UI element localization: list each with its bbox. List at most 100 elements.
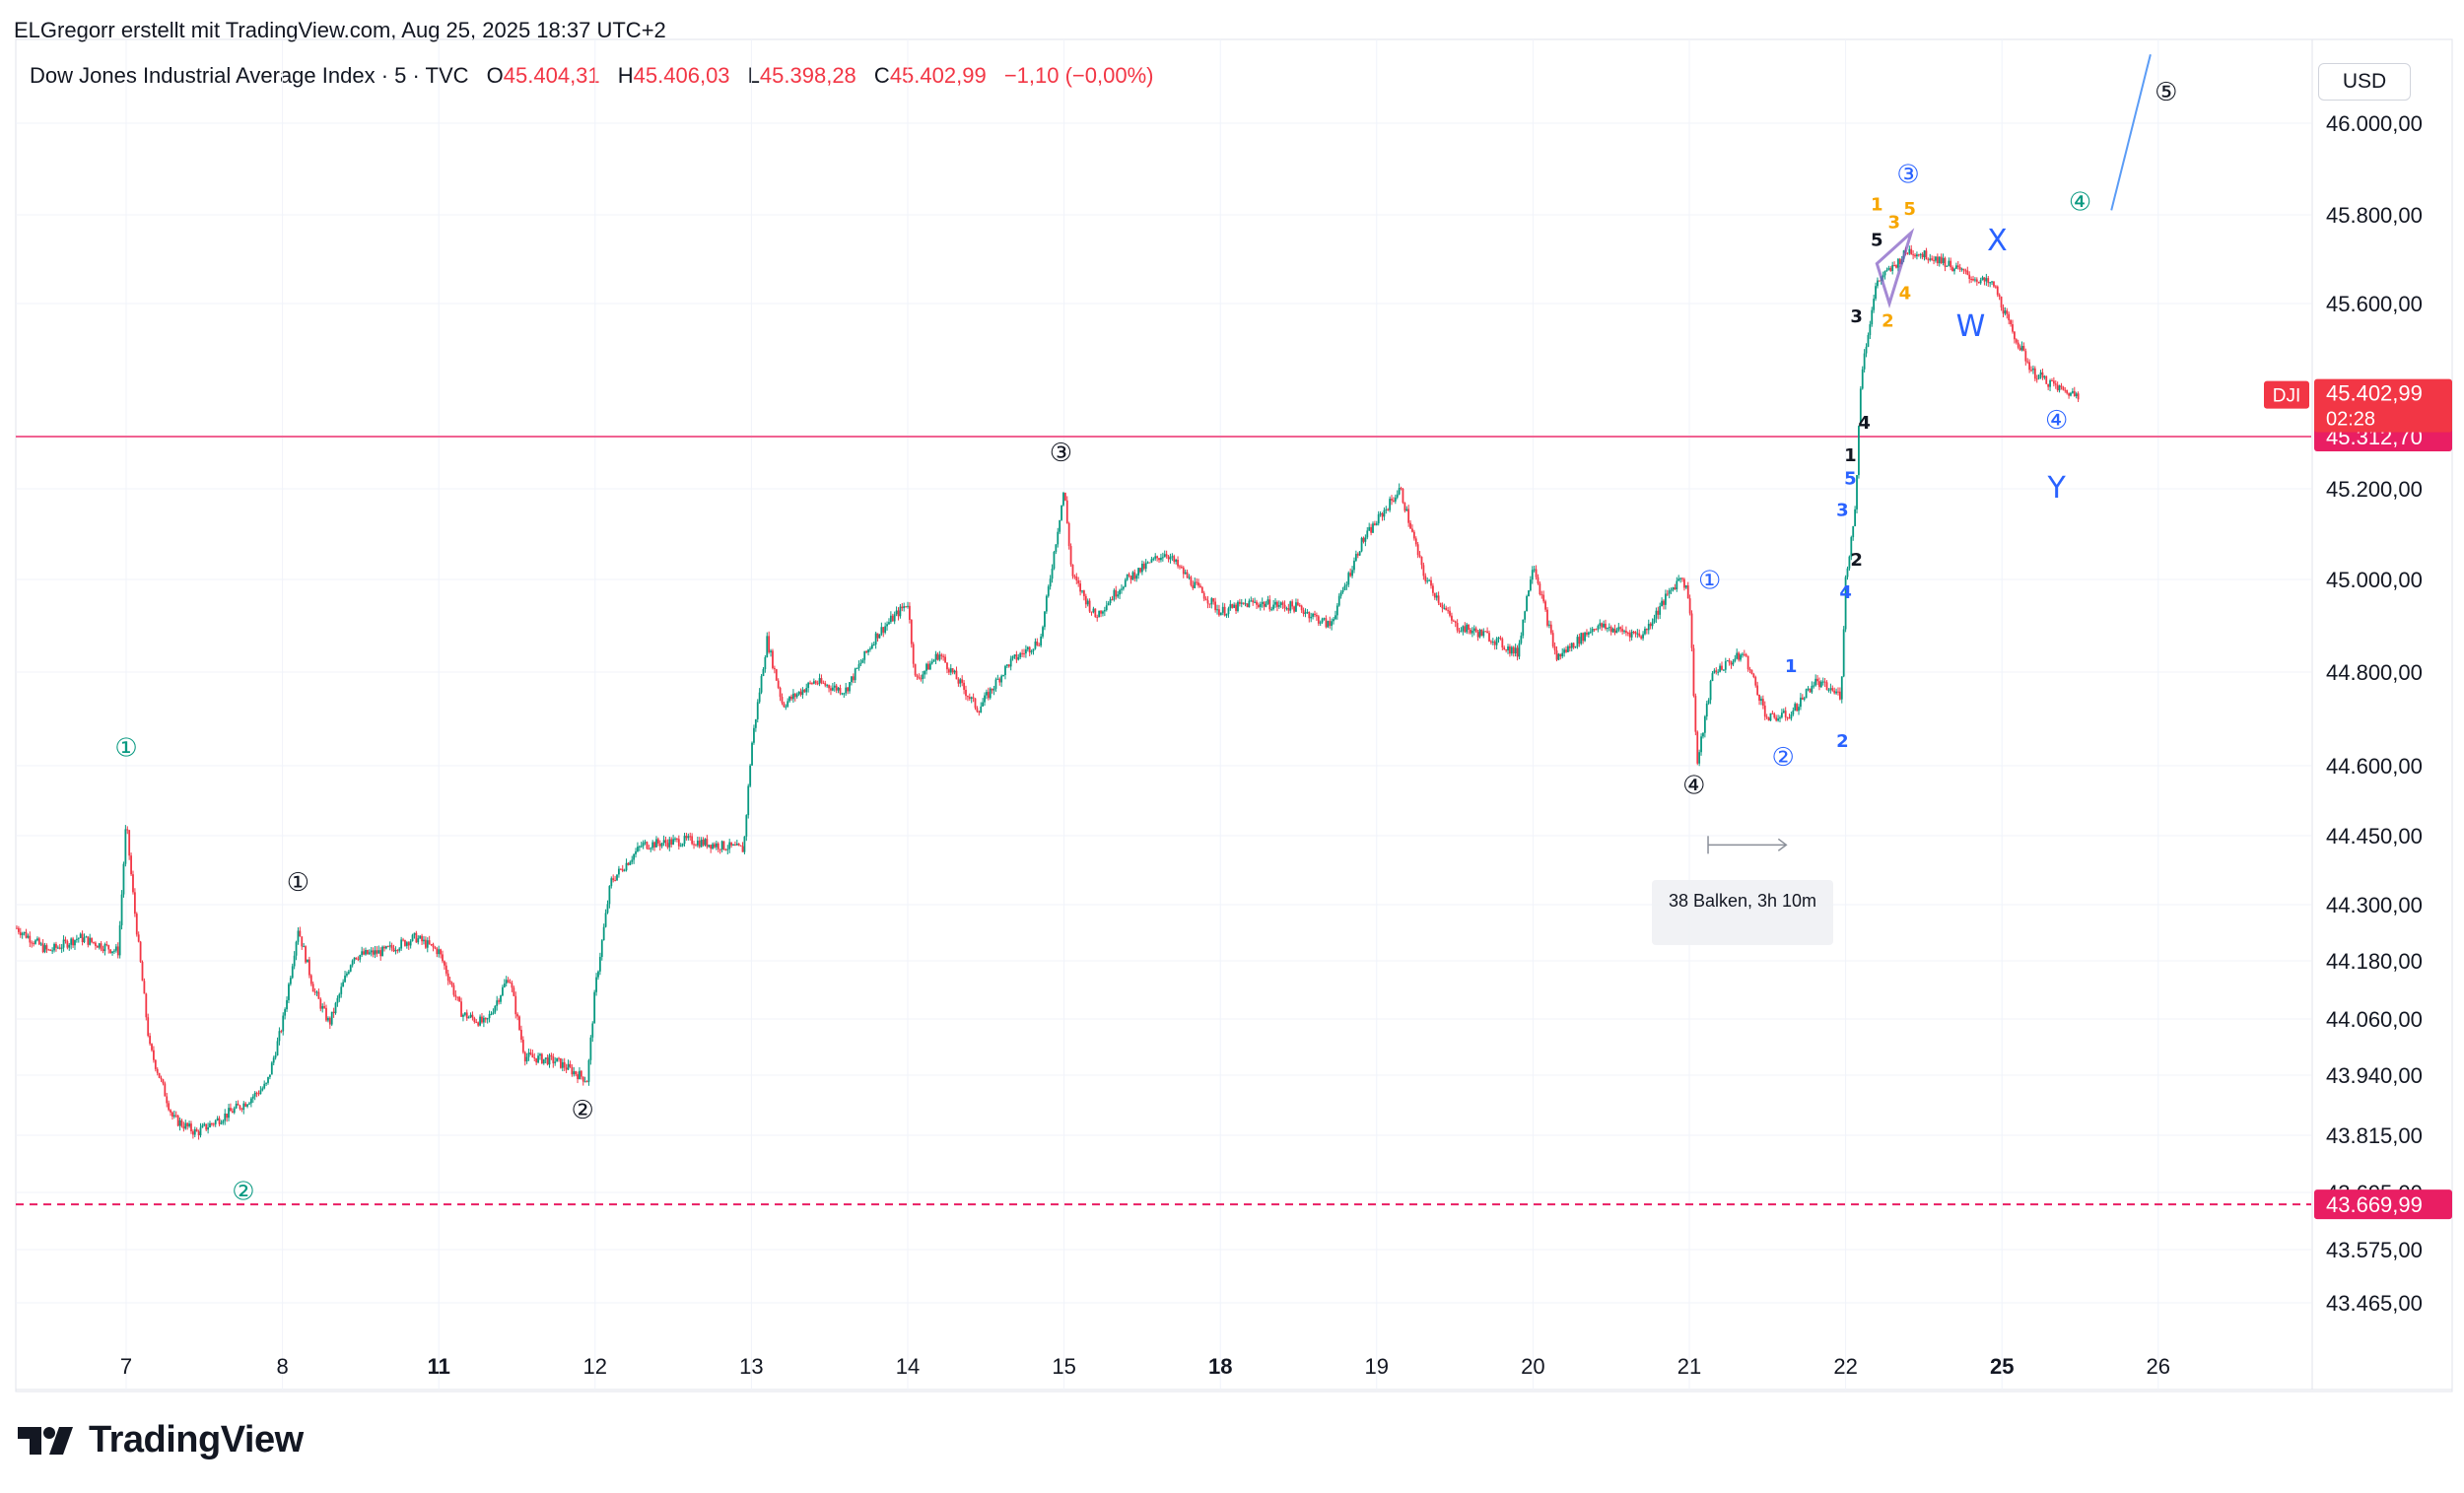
candle-body — [593, 991, 596, 1024]
candle-body — [1437, 595, 1440, 603]
y-tick-label: 45.200,00 — [2326, 477, 2423, 502]
candle-body — [404, 940, 406, 946]
candle-body — [1315, 615, 1318, 617]
candle-body — [1609, 627, 1612, 633]
candle-body — [2024, 351, 2027, 362]
candle-body — [1032, 648, 1035, 651]
candle-body — [507, 980, 510, 983]
candle-body — [1825, 682, 1828, 691]
wave-label: ② — [571, 1096, 593, 1125]
candle-body — [1617, 627, 1620, 631]
candle-body — [672, 839, 674, 846]
candle-body — [1478, 630, 1481, 638]
candle-body — [1613, 628, 1616, 634]
candle-body — [1763, 705, 1766, 717]
candle-body — [1028, 646, 1031, 653]
candle-body — [2020, 345, 2023, 351]
measure-arrow — [1777, 838, 1788, 851]
candle-body — [1507, 646, 1509, 651]
candle-body — [714, 844, 716, 848]
candle-body — [1044, 611, 1046, 628]
candle-body — [1418, 555, 1421, 557]
candle-body — [1591, 629, 1594, 633]
candle-body — [1677, 578, 1680, 581]
candle-body — [1619, 627, 1622, 630]
candle-body — [1431, 585, 1434, 593]
candle-body — [1069, 546, 1072, 565]
candle-body — [1381, 512, 1384, 517]
candle-body — [2071, 390, 2074, 393]
candle-body — [749, 765, 752, 786]
candle-body — [1447, 610, 1450, 612]
candle-body — [563, 1061, 566, 1068]
candle-body — [712, 844, 714, 849]
candle-body — [89, 937, 92, 945]
candle-body — [2033, 368, 2036, 379]
candle-body — [231, 1111, 234, 1114]
candle-body — [1956, 265, 1959, 268]
candle-body — [70, 938, 73, 945]
candle-body — [1470, 629, 1472, 634]
candle-body — [1266, 599, 1269, 604]
candle-body — [315, 991, 318, 993]
candle-body — [1921, 253, 1924, 257]
candle-body — [1403, 503, 1406, 511]
wave-label: ⑤ — [2155, 78, 2177, 107]
candle-body — [2062, 386, 2065, 390]
candle-body — [851, 676, 853, 683]
candle-body — [446, 973, 449, 982]
candle-body — [500, 995, 502, 1002]
candle-body — [265, 1082, 268, 1084]
candle-body — [575, 1071, 578, 1075]
candle-body — [1794, 704, 1797, 711]
candle-body — [1580, 633, 1583, 645]
candle-body — [1777, 718, 1779, 721]
candle-body — [1829, 688, 1832, 690]
candle-body — [1129, 576, 1132, 580]
candle-body — [1666, 593, 1669, 595]
candle-body — [1088, 600, 1091, 612]
currency-button[interactable]: USD — [2318, 63, 2411, 101]
candle-body — [203, 1123, 206, 1125]
candle-body — [803, 689, 806, 693]
candle-body — [2004, 310, 2007, 314]
candle-body — [818, 678, 821, 684]
candle-body — [1111, 599, 1114, 601]
candle-body — [145, 993, 148, 1018]
candle-body — [1927, 259, 1930, 261]
candle-body — [178, 1120, 181, 1126]
candle-body — [1327, 621, 1330, 628]
wave-label: 4 — [1899, 284, 1912, 305]
symbol-name[interactable]: Dow Jones Industrial Average Index · 5 ·… — [30, 63, 469, 88]
candle-body — [1561, 652, 1564, 657]
x-tick-label: 25 — [1990, 1354, 2014, 1379]
candle-body — [773, 667, 776, 670]
candle-body — [1488, 633, 1490, 642]
candle-body — [1611, 628, 1614, 633]
candle-body — [600, 940, 603, 958]
candle-body — [516, 1014, 519, 1017]
candles — [16, 244, 2080, 1140]
candle-body — [257, 1093, 260, 1095]
candle-body — [400, 939, 403, 949]
candle-body — [1626, 633, 1629, 635]
candle-body — [1452, 620, 1455, 622]
candle-body — [1655, 610, 1658, 619]
candle-body — [535, 1057, 538, 1063]
candle-body — [735, 844, 738, 846]
candle-body — [1121, 588, 1123, 590]
candle-body — [394, 950, 397, 952]
candle-body — [505, 980, 508, 984]
candle-body — [1308, 611, 1311, 619]
candle-body — [85, 936, 88, 938]
candle-body — [1165, 554, 1168, 557]
candle-body — [1300, 605, 1303, 611]
candle-body — [1540, 594, 1543, 596]
candle-body — [687, 836, 690, 839]
candle-body — [1004, 665, 1006, 676]
candle-body — [1987, 278, 1990, 284]
candle-body — [1883, 270, 1886, 276]
candle-body — [1497, 638, 1500, 640]
candle-body — [1584, 632, 1586, 642]
